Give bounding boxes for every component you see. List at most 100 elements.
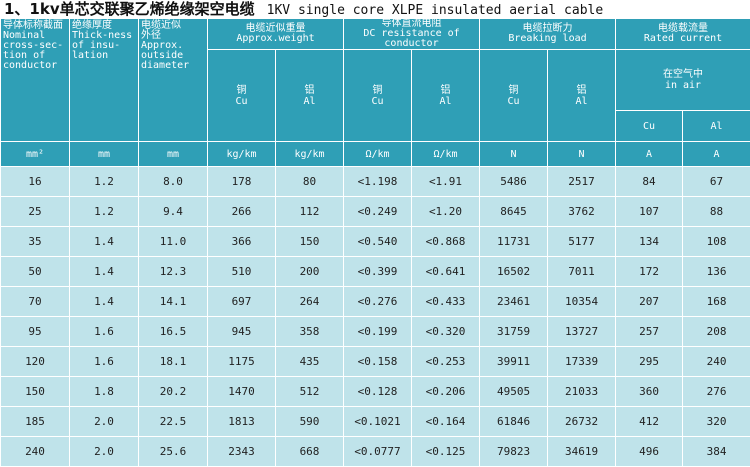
unit-cell: kg/km bbox=[208, 142, 276, 167]
table-cell: <0.1021 bbox=[344, 407, 412, 437]
table-cell: 25.6 bbox=[139, 437, 208, 467]
table-cell: 9.4 bbox=[139, 197, 208, 227]
table-cell: <0.249 bbox=[344, 197, 412, 227]
unit-cell: mm bbox=[70, 142, 139, 167]
table-cell: <0.158 bbox=[344, 347, 412, 377]
table-cell: 12.3 bbox=[139, 257, 208, 287]
table-cell: 168 bbox=[683, 287, 750, 317]
table-cell: 240 bbox=[683, 347, 750, 377]
table-cell: 20.2 bbox=[139, 377, 208, 407]
table-cell: 412 bbox=[616, 407, 683, 437]
table-cell: <0.433 bbox=[412, 287, 480, 317]
header-weight-cu: 铜 Cu bbox=[208, 50, 276, 142]
header-breaking-load: 电缆拉断力 Breaking load bbox=[480, 19, 616, 50]
table-cell: 172 bbox=[616, 257, 683, 287]
table-cell: <0.253 bbox=[412, 347, 480, 377]
unit-cell: A bbox=[616, 142, 683, 167]
header-weight-al: 铝 Al bbox=[276, 50, 344, 142]
header-cross-section: 导体标称截面 Nominal cross-sec- tion of conduc… bbox=[1, 19, 70, 142]
table-cell: 2.0 bbox=[70, 407, 139, 437]
table-cell: 2343 bbox=[208, 437, 276, 467]
table-cell: 496 bbox=[616, 437, 683, 467]
table-cell: 512 bbox=[276, 377, 344, 407]
header-insulation-thickness: 绝缘厚度 Thick-ness of insu- lation bbox=[70, 19, 139, 142]
table-cell: 435 bbox=[276, 347, 344, 377]
table-cell: <0.320 bbox=[412, 317, 480, 347]
table-cell: 2.0 bbox=[70, 437, 139, 467]
title-zh: 1、1kv单芯交联聚乙烯绝缘架空电缆 bbox=[4, 0, 255, 18]
unit-cell: N bbox=[480, 142, 548, 167]
table-cell: 107 bbox=[616, 197, 683, 227]
unit-cell: N bbox=[548, 142, 616, 167]
table-cell: 240 bbox=[1, 437, 70, 467]
unit-cell: A bbox=[683, 142, 750, 167]
table-cell: 31759 bbox=[480, 317, 548, 347]
table-cell: <0.641 bbox=[412, 257, 480, 287]
table-cell: <1.198 bbox=[344, 167, 412, 197]
table-cell: 50 bbox=[1, 257, 70, 287]
table-cell: 276 bbox=[683, 377, 750, 407]
table-cell: 5177 bbox=[548, 227, 616, 257]
table-cell: 22.5 bbox=[139, 407, 208, 437]
table-cell: <0.0777 bbox=[344, 437, 412, 467]
table-cell: 23461 bbox=[480, 287, 548, 317]
table-cell: 1.4 bbox=[70, 227, 139, 257]
header-current-cu: Cu bbox=[616, 111, 683, 142]
table-cell: 1.2 bbox=[70, 167, 139, 197]
header-breaking-al: 铝 Al bbox=[548, 50, 616, 142]
page-title: 1、1kv单芯交联聚乙烯绝缘架空电缆 1KV single core XLPE i… bbox=[4, 0, 603, 18]
table-cell: 7011 bbox=[548, 257, 616, 287]
table-cell: 17339 bbox=[548, 347, 616, 377]
table-cell: 25 bbox=[1, 197, 70, 227]
unit-cell: kg/km bbox=[276, 142, 344, 167]
table-cell: 358 bbox=[276, 317, 344, 347]
unit-cell: Ω/km bbox=[412, 142, 480, 167]
table-cell: 150 bbox=[1, 377, 70, 407]
table-cell: 697 bbox=[208, 287, 276, 317]
table-cell: <0.206 bbox=[412, 377, 480, 407]
table-cell: 208 bbox=[683, 317, 750, 347]
table-cell: 13727 bbox=[548, 317, 616, 347]
header-current-al: Al bbox=[683, 111, 750, 142]
table-cell: 84 bbox=[616, 167, 683, 197]
table-cell: 8.0 bbox=[139, 167, 208, 197]
table-cell: 16502 bbox=[480, 257, 548, 287]
table-cell: 366 bbox=[208, 227, 276, 257]
header-dc-resistance: 导体直流电阻 DC resistance of conductor bbox=[344, 19, 480, 50]
table-cell: 1.6 bbox=[70, 317, 139, 347]
unit-cell: Ω/km bbox=[344, 142, 412, 167]
header-breaking-cu: 铜 Cu bbox=[480, 50, 548, 142]
table-cell: 11.0 bbox=[139, 227, 208, 257]
table-cell: <0.399 bbox=[344, 257, 412, 287]
table-cell: 3762 bbox=[548, 197, 616, 227]
table-cell: 14.1 bbox=[139, 287, 208, 317]
title-en: 1KV single core XLPE insulated aerial ca… bbox=[267, 3, 604, 18]
table-cell: 39911 bbox=[480, 347, 548, 377]
header-resistance-cu: 铜 Cu bbox=[344, 50, 412, 142]
table-cell: <0.125 bbox=[412, 437, 480, 467]
table-cell: 108 bbox=[683, 227, 750, 257]
table-cell: 320 bbox=[683, 407, 750, 437]
table-cell: <0.540 bbox=[344, 227, 412, 257]
table-cell: 34619 bbox=[548, 437, 616, 467]
table-cell: 1.4 bbox=[70, 287, 139, 317]
table-cell: <0.276 bbox=[344, 287, 412, 317]
unit-cell: mm² bbox=[1, 142, 70, 167]
header-resistance-al: 铝 Al bbox=[412, 50, 480, 142]
table-cell: 266 bbox=[208, 197, 276, 227]
table-cell: 112 bbox=[276, 197, 344, 227]
cable-spec-table: 导体标称截面 Nominal cross-sec- tion of conduc… bbox=[0, 18, 750, 467]
table-cell: 26732 bbox=[548, 407, 616, 437]
table-cell: 2517 bbox=[548, 167, 616, 197]
table-cell: <0.868 bbox=[412, 227, 480, 257]
table-cell: 1175 bbox=[208, 347, 276, 377]
table-cell: 120 bbox=[1, 347, 70, 377]
table-cell: 11731 bbox=[480, 227, 548, 257]
